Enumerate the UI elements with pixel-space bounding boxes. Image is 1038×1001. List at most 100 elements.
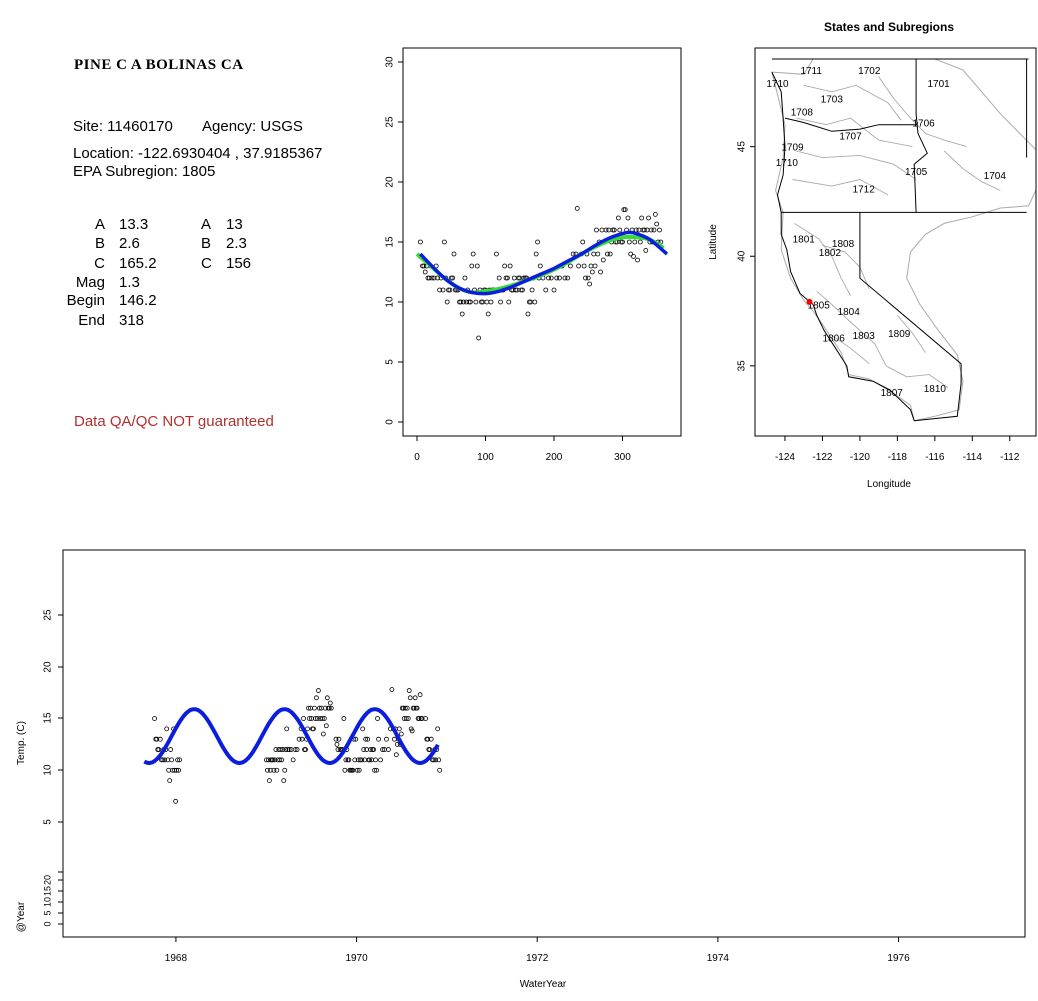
ts-data-point <box>341 716 347 721</box>
subregion-label: 1806 <box>823 333 846 344</box>
ts-data-point <box>299 736 305 742</box>
param-value-fit: 156 <box>226 255 252 272</box>
ts-data-point <box>405 716 411 721</box>
param-value: 165.2 <box>119 255 157 272</box>
y-tick-label: 30 <box>385 56 396 68</box>
ts-data-point <box>356 767 362 773</box>
ts-data-point <box>412 695 418 701</box>
location: Location: -122.6930404 , 37.9185367 <box>73 145 323 162</box>
ts-x-tick-label: 1974 <box>707 953 730 964</box>
ts-y-tick-label: 25 <box>43 609 54 621</box>
data-point <box>622 207 628 213</box>
subregion-label: 1810 <box>924 384 947 395</box>
data-point <box>631 253 636 259</box>
data-point <box>639 215 645 221</box>
site-name: PINE C A BOLINAS CA <box>74 57 244 73</box>
ts-data-point <box>380 747 385 752</box>
ts-data-point <box>326 705 332 711</box>
ts-data-point <box>174 767 179 773</box>
data-point <box>637 239 643 245</box>
data-point <box>646 215 651 221</box>
data-point <box>440 287 446 293</box>
subregion-label: 1705 <box>905 167 928 178</box>
ts-data-point <box>427 747 433 752</box>
site-marker <box>806 298 813 305</box>
data-point <box>506 299 512 305</box>
subregion-boundary <box>816 290 887 367</box>
subregion-boundary <box>822 244 870 290</box>
data-point <box>484 299 490 305</box>
ts-data-point <box>435 726 441 732</box>
ts-data-point <box>292 747 298 752</box>
ts-data-point <box>346 757 352 763</box>
subregion-boundary <box>897 315 926 353</box>
data-point <box>576 263 582 269</box>
map-x-tick-label: -116 <box>925 452 945 463</box>
ts-data-point <box>282 767 288 773</box>
ts-x-tick-label: 1972 <box>526 953 549 964</box>
data-point <box>643 247 649 253</box>
subregion-label: 1801 <box>793 235 816 246</box>
ts-data-point <box>319 716 325 721</box>
ts-data-point <box>313 716 318 721</box>
ts-data-point <box>355 757 361 763</box>
data-point <box>469 263 475 269</box>
ts-data-point <box>152 716 157 721</box>
ts-data-point <box>311 726 316 732</box>
map-y-tick-label: 45 <box>737 141 748 153</box>
ts-data-point <box>274 767 280 773</box>
data-point <box>525 311 531 317</box>
subregion-boundary <box>792 179 889 196</box>
ts-data-point <box>343 757 349 763</box>
ts-data-point <box>266 757 271 763</box>
map-xlabel: Longitude <box>867 479 911 490</box>
data-point <box>426 275 432 281</box>
subregion-label: 1804 <box>838 307 861 318</box>
data-point <box>511 275 517 281</box>
ts-data-point <box>371 747 376 752</box>
ts-data-point <box>279 757 285 763</box>
ts-data-point <box>312 705 317 711</box>
data-point <box>594 227 599 233</box>
data-point <box>636 227 642 233</box>
data-point <box>422 269 428 275</box>
map-x-tick-label: -118 <box>888 452 908 463</box>
ts-data-point <box>354 767 360 773</box>
data-point <box>450 275 456 281</box>
data-point <box>494 251 499 257</box>
ts-data-point <box>270 757 276 763</box>
data-point <box>485 311 491 317</box>
ts-data-point <box>316 705 322 711</box>
subregion-label: 1807 <box>881 388 904 399</box>
subregion-boundary <box>803 84 902 121</box>
ts-data-point <box>273 747 279 752</box>
ts-data-point <box>391 736 397 742</box>
ts-data-point <box>417 692 423 698</box>
ts-data-point <box>280 747 286 752</box>
data-point <box>589 269 595 275</box>
ts-data-point <box>164 726 170 732</box>
data-point <box>533 251 539 257</box>
ts-data-point <box>324 695 330 701</box>
ts-data-point <box>403 716 409 721</box>
data-point <box>441 239 447 245</box>
ts-data-point <box>386 747 391 752</box>
ts-year-tick-label: 15 <box>42 886 52 896</box>
subregion-label: 1711 <box>800 66 822 77</box>
ts-data-point <box>284 726 290 732</box>
data-point <box>603 227 609 233</box>
data-point <box>488 299 494 305</box>
ts-data-point <box>166 767 172 773</box>
ts-data-point <box>281 778 287 783</box>
ts-data-point <box>378 757 383 763</box>
data-point <box>546 275 551 281</box>
data-point <box>588 263 594 269</box>
ts-data-point <box>406 688 412 693</box>
data-point <box>651 227 657 233</box>
data-point <box>607 251 613 257</box>
data-point <box>507 263 513 269</box>
subregion-label: 1802 <box>819 248 842 259</box>
data-point <box>562 275 568 281</box>
ts-ylabel2: @Year <box>16 901 27 932</box>
ts-data-point <box>376 736 381 742</box>
